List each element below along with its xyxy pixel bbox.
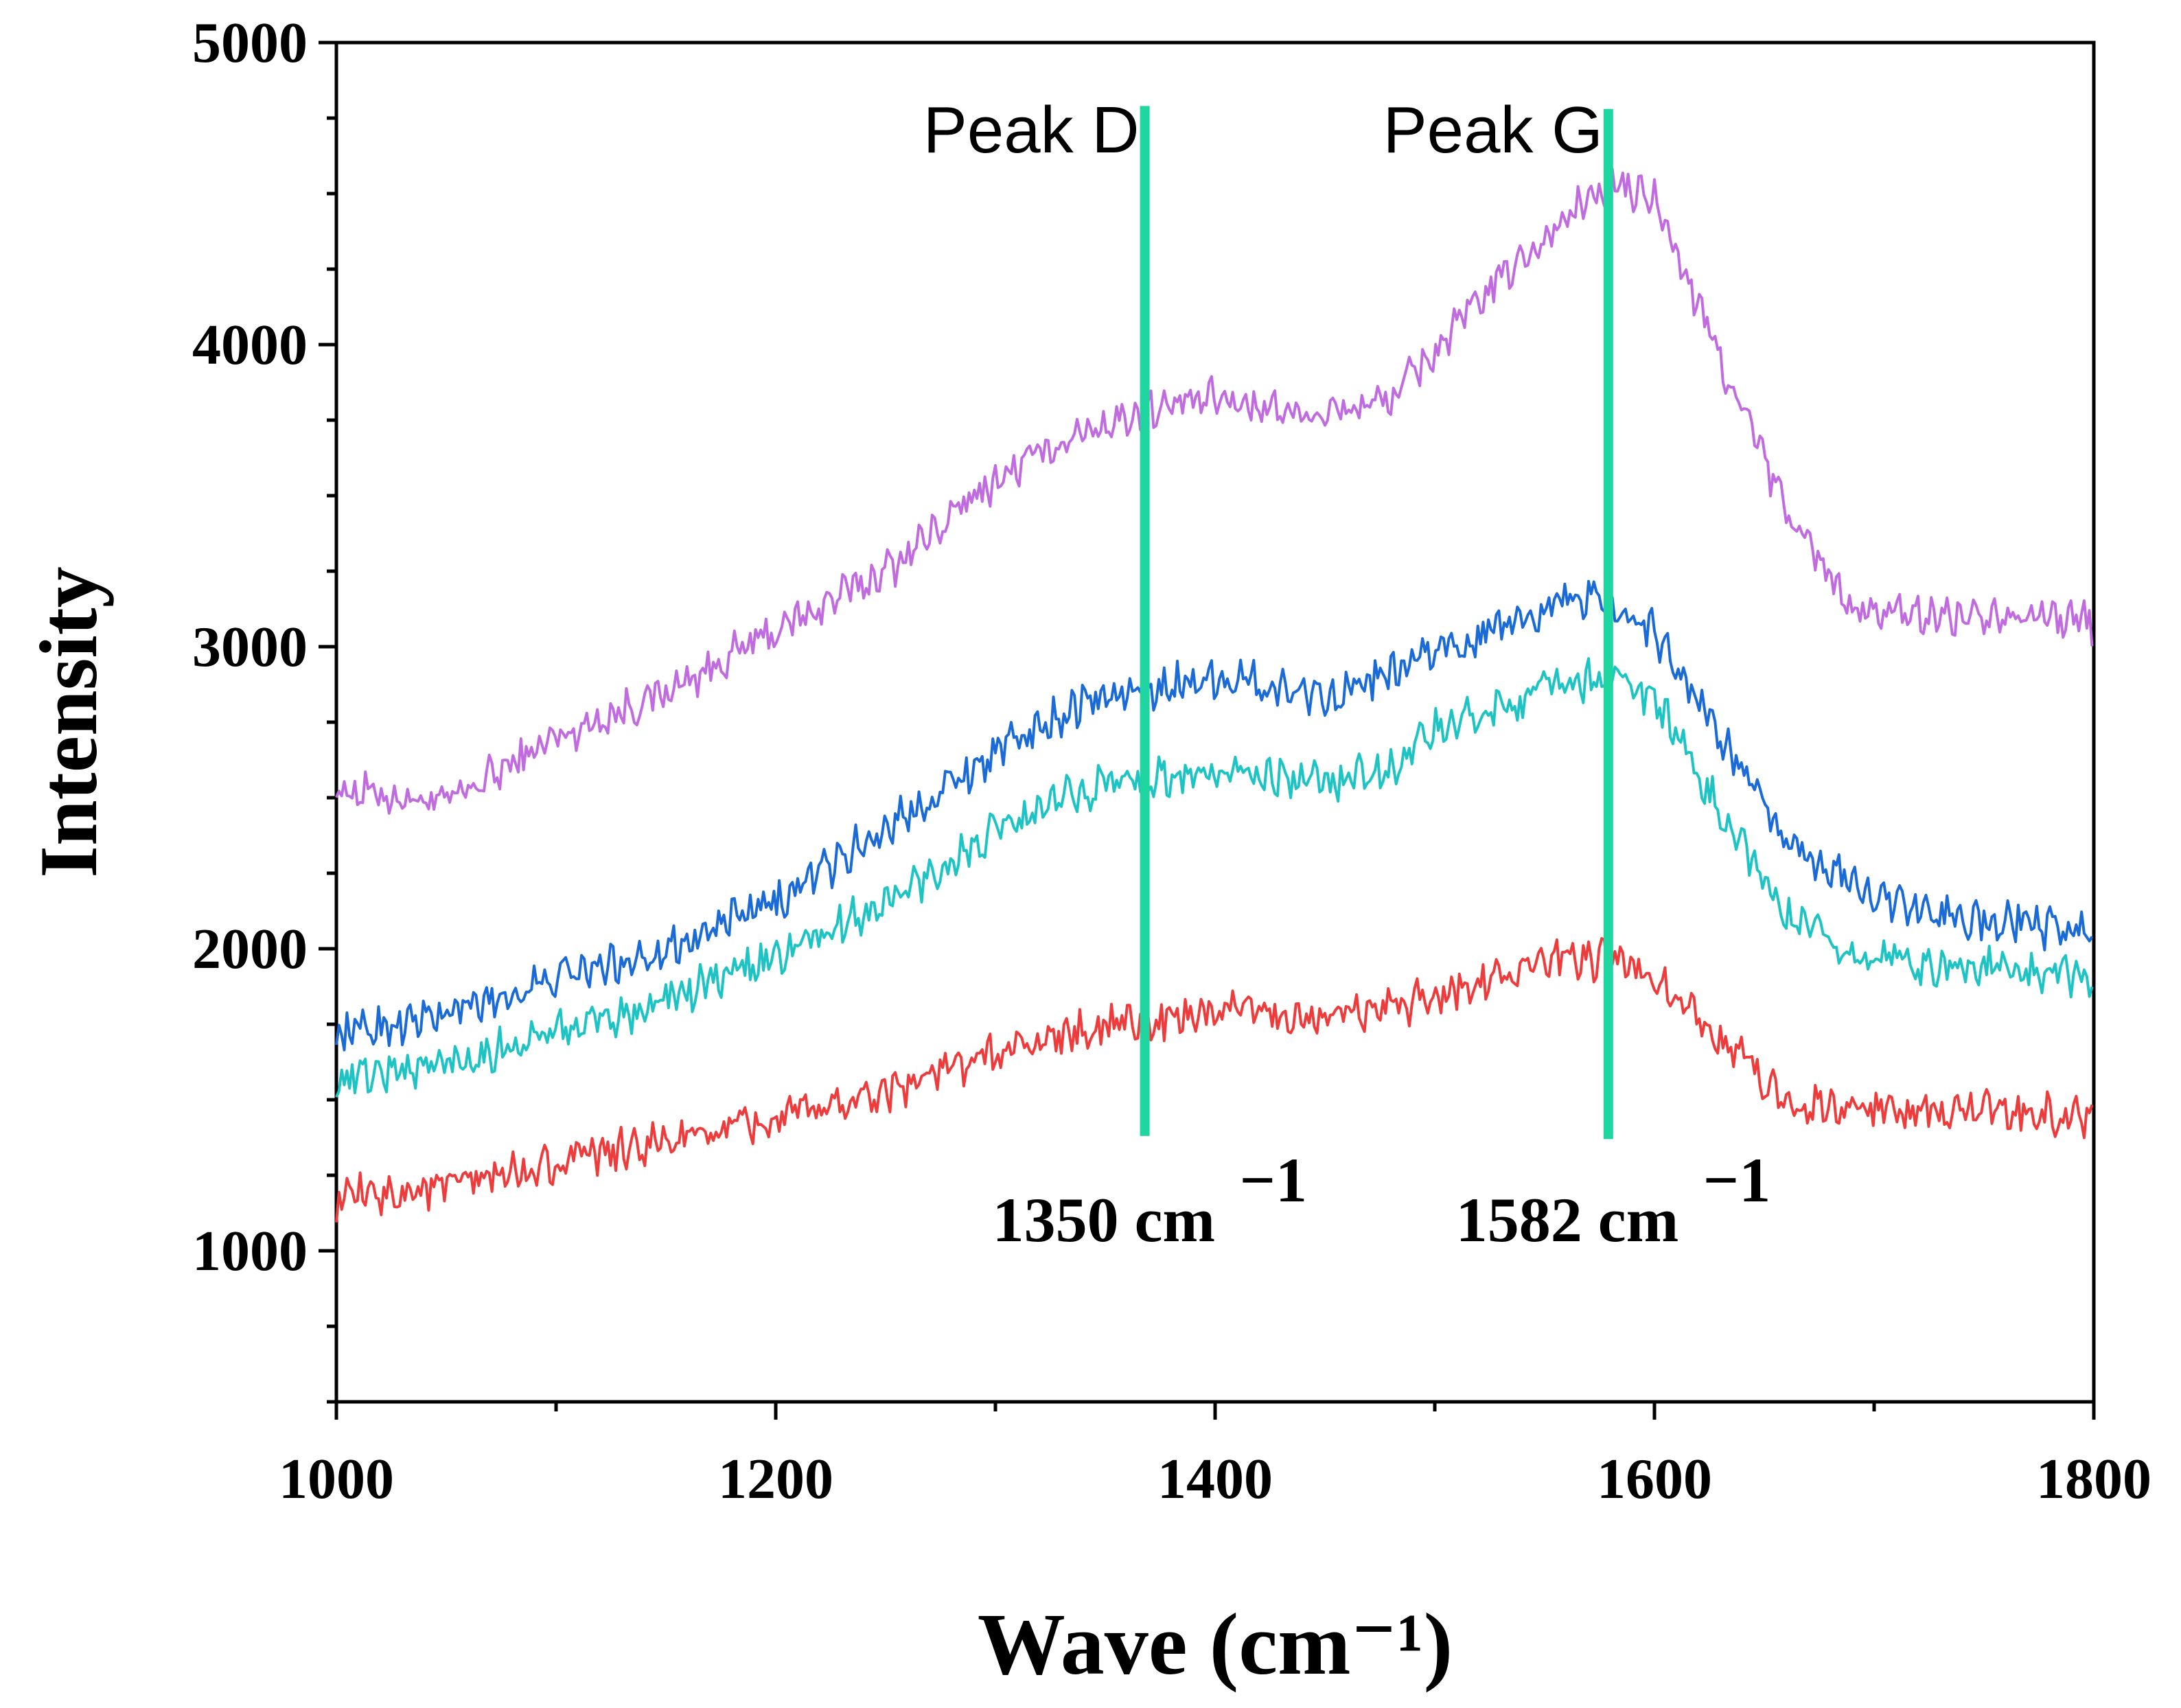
peak-wavenumber-exponent: −1 [1703,1145,1770,1215]
peak-annotations: Peak D 1350 cm −1 Peak G 1582 cm −1 [923,93,1770,1255]
x-tick-label: 1800 [2036,1447,2151,1511]
x-tick-label: 1000 [279,1447,394,1511]
x-axis: 1000 1200 1400 1600 1800 [279,1402,2151,1511]
series-line-blue [335,579,2094,1052]
peak-wavenumber-exponent: −1 [1240,1145,1307,1215]
peak-name-label: Peak D [923,93,1140,167]
x-tick-label: 1400 [1157,1447,1273,1511]
x-axis-title: Wave (cm⁻¹) [978,1595,1453,1693]
y-tick-label: 4000 [192,313,308,377]
peak-wavenumber-label: 1582 cm [1456,1185,1678,1255]
y-tick-label: 5000 [192,11,308,75]
series-layer [335,167,2094,1223]
series-line-red [335,937,2094,1223]
series-line-violet [335,167,2094,815]
x-tick-label: 1200 [718,1447,833,1511]
y-tick-label: 3000 [192,615,308,679]
y-axis-title: Intensity [23,566,114,877]
series-line-cyan [335,657,2094,1098]
x-tick-label: 1600 [1597,1447,1712,1511]
y-axis: 1000 2000 3000 4000 5000 [192,11,336,1404]
peak-name-label: Peak G [1383,93,1603,167]
y-tick-label: 1000 [192,1219,308,1283]
peak-wavenumber-label: 1350 cm [993,1185,1215,1255]
y-tick-label: 2000 [192,917,308,981]
